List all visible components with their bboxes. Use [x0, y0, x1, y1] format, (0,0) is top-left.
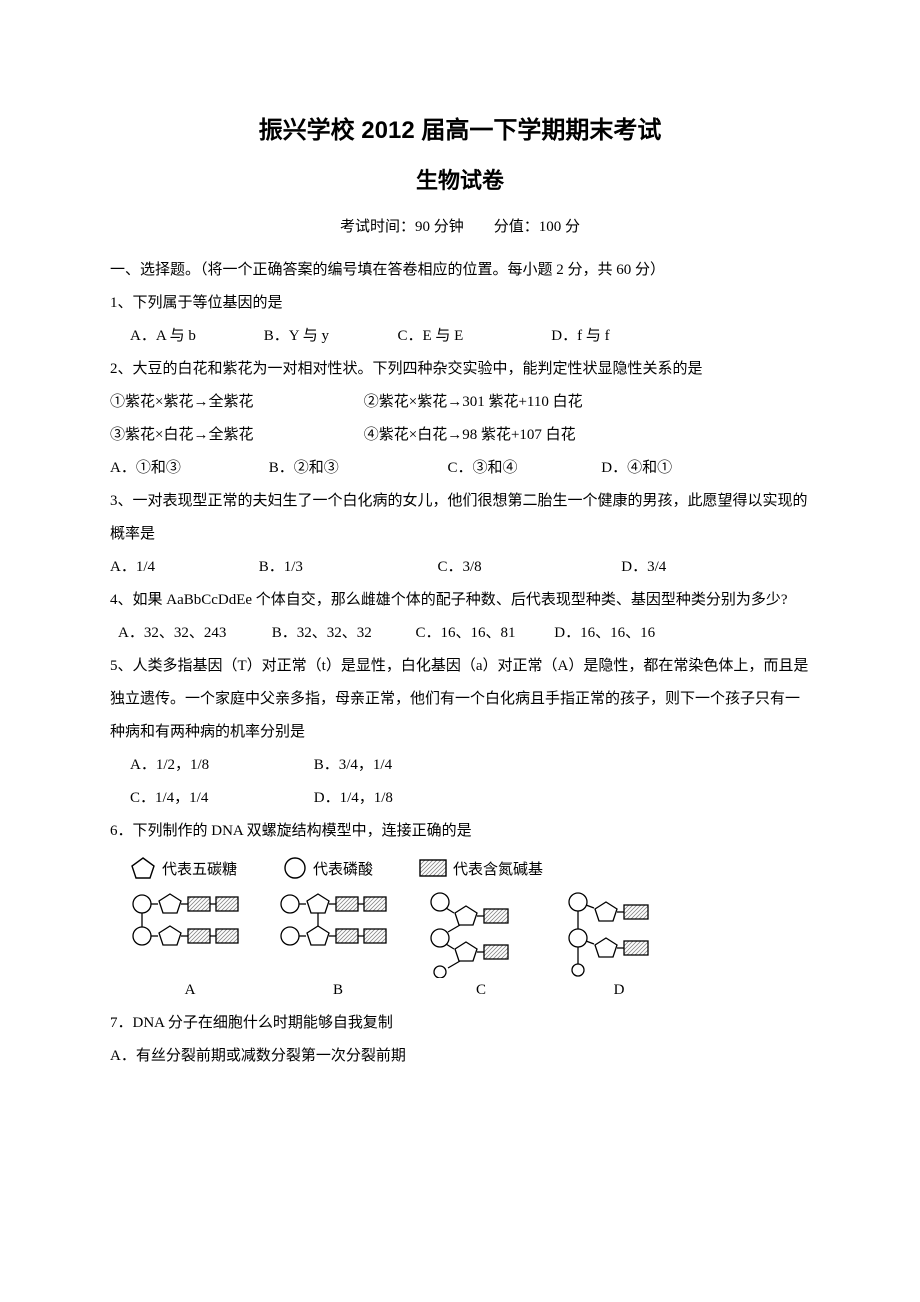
- q1-opt-c: C．E 与 E: [398, 320, 548, 353]
- legend-pentagon-label: 代表五碳糖: [162, 858, 237, 879]
- q6-diagram-row: [130, 890, 790, 978]
- q7-opt-a: A．有丝分裂前期或减数分裂第一次分裂前期: [110, 1040, 810, 1073]
- q4-opt-c: C．16、16、81: [416, 617, 551, 650]
- q6-label-d: D: [564, 982, 674, 999]
- q1-stem: 1、下列属于等位基因的是: [110, 287, 810, 320]
- q6-diagram-b: [278, 890, 398, 952]
- q3-opt-c: C．3/8: [438, 551, 618, 584]
- q1-opt-d: D．f 与 f: [551, 320, 609, 353]
- q6-label-b: B: [278, 982, 398, 999]
- q2-line1a: ①紫花×紫花→全紫花: [110, 386, 360, 419]
- q2-line1b: ②紫花×紫花→301 紫花+110 白花: [364, 386, 583, 419]
- q2-opt-b: B．②和③: [269, 452, 444, 485]
- exam-info: 考试时间：90 分钟 分值：100 分: [110, 215, 810, 236]
- pentagon-icon: [130, 856, 156, 880]
- q3-stem: 3、一对表现型正常的夫妇生了一个白化病的女儿，他们很想第二胎生一个健康的男孩，此…: [110, 485, 810, 551]
- q3-opt-b: B．1/3: [259, 551, 434, 584]
- q4-stem: 4、如果 AaBbCcDdEe 个体自交，那么雌雄个体的配子种数、后代表现型种类…: [110, 584, 810, 617]
- q5-options-row1: A．1/2，1/8 B．3/4，1/4: [110, 749, 810, 782]
- rect-icon: [419, 858, 447, 878]
- q2-opt-c: C．③和④: [448, 452, 598, 485]
- q2-line2a: ③紫花×白花→全紫花: [110, 419, 360, 452]
- title-main: 振兴学校 2012 届高一下学期期末考试: [110, 110, 810, 145]
- q6-label-a: A: [130, 982, 250, 999]
- q2-line2: ③紫花×白花→全紫花 ④紫花×白花→98 紫花+107 白花: [110, 419, 810, 452]
- q4-opt-d: D．16、16、16: [554, 617, 655, 650]
- circle-icon: [283, 856, 307, 880]
- q3-options: A．1/4 B．1/3 C．3/8 D．3/4: [110, 551, 810, 584]
- q7-stem: 7．DNA 分子在细胞什么时期能够自我复制: [110, 1007, 810, 1040]
- q1-options: A．A 与 b B．Y 与 y C．E 与 E D．f 与 f: [110, 320, 810, 353]
- legend-circle-label: 代表磷酸: [313, 858, 373, 879]
- q5-options-row2: C．1/4，1/4 D．1/4，1/8: [110, 782, 810, 815]
- q3-opt-d: D．3/4: [621, 551, 666, 584]
- q6-label-c: C: [426, 982, 536, 999]
- q1-opt-b: B．Y 与 y: [264, 320, 394, 353]
- q2-opt-a: A．①和③: [110, 452, 265, 485]
- q4-opt-a: A．32、32、243: [118, 617, 268, 650]
- q6-diagram: 代表五碳糖 代表磷酸 代表含氮碱基: [130, 856, 790, 999]
- q2-line1: ①紫花×紫花→全紫花 ②紫花×紫花→301 紫花+110 白花: [110, 386, 810, 419]
- q6-diagram-c: [426, 890, 536, 978]
- q4-options: A．32、32、243 B．32、32、32 C．16、16、81 D．16、1…: [110, 617, 810, 650]
- q5-opt-b: B．3/4，1/4: [314, 749, 392, 782]
- legend-pentagon: 代表五碳糖: [130, 856, 237, 880]
- q5-opt-a: A．1/2，1/8: [130, 749, 310, 782]
- title-sub: 生物试卷: [110, 163, 810, 195]
- q5-opt-c: C．1/4，1/4: [130, 782, 310, 815]
- q3-opt-a: A．1/4: [110, 551, 255, 584]
- legend-rect-label: 代表含氮碱基: [453, 858, 543, 879]
- q2-options: A．①和③ B．②和③ C．③和④ D．④和①: [110, 452, 810, 485]
- q5-stem: 5、人类多指基因（T）对正常（t）是显性，白化基因（a）对正常（A）是隐性，都在…: [110, 650, 810, 749]
- q2-line2b: ④紫花×白花→98 紫花+107 白花: [364, 419, 576, 452]
- section-header: 一、选择题。（将一个正确答案的编号填在答卷相应的位置。每小题 2 分，共 60 …: [110, 254, 810, 287]
- legend-rect: 代表含氮碱基: [419, 858, 543, 879]
- q2-opt-d: D．④和①: [601, 452, 672, 485]
- q1-opt-a: A．A 与 b: [130, 320, 260, 353]
- q6-diagram-labels: A B C D: [130, 982, 790, 999]
- q4-opt-b: B．32、32、32: [272, 617, 412, 650]
- q2-stem: 2、大豆的白花和紫花为一对相对性状。下列四种杂交实验中，能判定性状显隐性关系的是: [110, 353, 810, 386]
- q6-legend: 代表五碳糖 代表磷酸 代表含氮碱基: [130, 856, 790, 880]
- q5-opt-d: D．1/4，1/8: [314, 782, 393, 815]
- legend-circle: 代表磷酸: [283, 856, 373, 880]
- q6-stem: 6．下列制作的 DNA 双螺旋结构模型中，连接正确的是: [110, 815, 810, 848]
- q6-diagram-d: [564, 890, 674, 978]
- q6-diagram-a: [130, 890, 250, 952]
